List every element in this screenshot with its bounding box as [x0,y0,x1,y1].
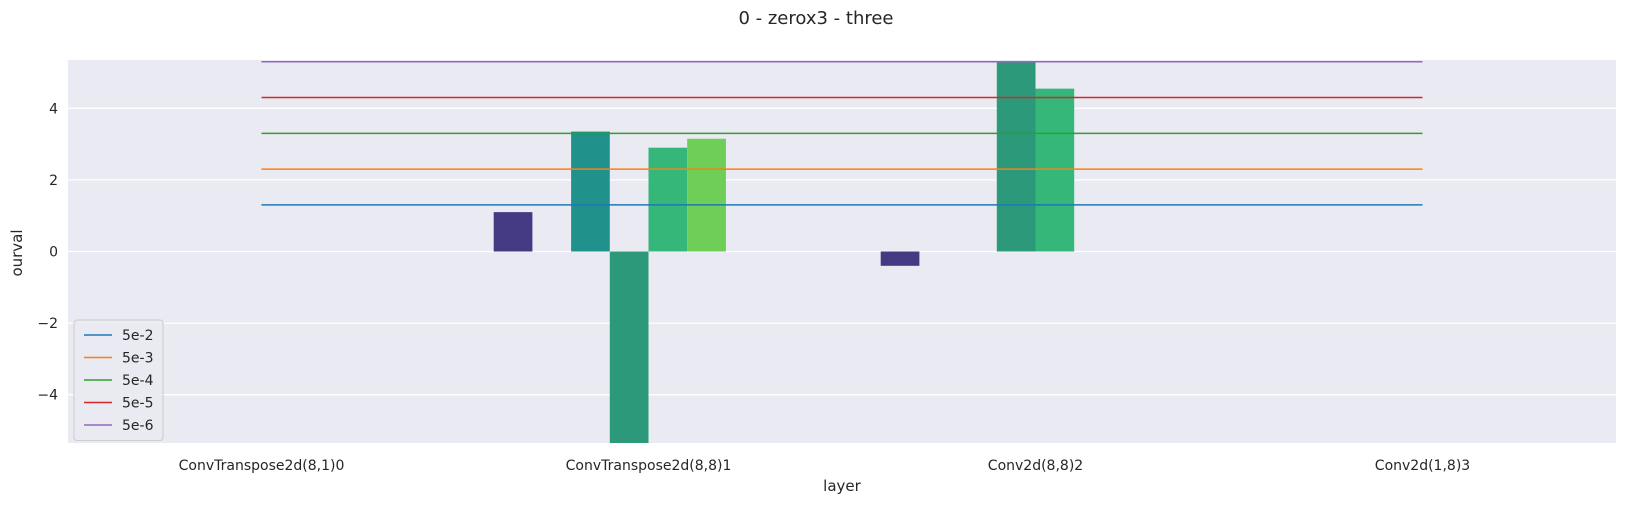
x-tick-label: Conv2d(8,8)2 [988,458,1083,474]
legend-frame [73,319,164,441]
x-tick-label: ConvTranspose2d(8,8)1 [566,458,732,474]
legend-label: 5e-5 [122,396,153,412]
y-tick-label: −4 [37,388,58,404]
legend-label: 5e-4 [122,373,154,389]
chart-title: 0 - zerox3 - three [738,8,893,29]
y-tick-label: 4 [49,101,58,117]
y-tick-label: −2 [37,316,58,332]
x-tick-label: Conv2d(1,8)3 [1375,458,1470,474]
legend: 5e-2 5e-3 5e-4 5e-5 5e-6 [73,319,164,441]
bar [648,147,688,252]
x-tick-label: ConvTranspose2d(8,1)0 [179,458,345,474]
bar [687,138,726,252]
legend-label: 5e-3 [122,351,153,367]
legend-label: 5e-2 [122,328,153,344]
plot-area: −4 −2 0 2 4 ConvTranspose2d(8,1)0 ConvTranspos… [37,60,1616,474]
x-axis-label: layer [823,477,861,495]
y-tick-label: 0 [49,245,58,261]
bar [493,212,533,252]
bar [609,251,649,443]
legend-label: 5e-6 [122,418,154,434]
y-axis-label: ourval [8,229,26,276]
bar [880,251,920,266]
y-tick-label: 2 [49,173,58,189]
bar [996,61,1036,252]
bar [571,131,610,252]
bar [1035,88,1075,252]
